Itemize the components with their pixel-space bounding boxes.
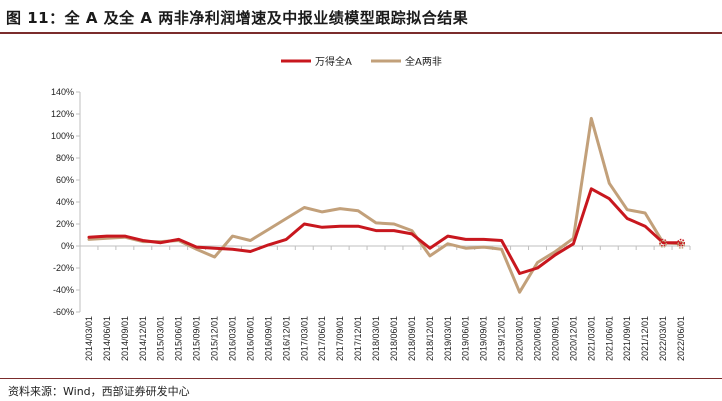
line-chart: 万得全A 全A两非 -60% -40% -20% 0% 20% 40% 60% 80% 100% 1… (51, 55, 691, 361)
title-divider (0, 32, 722, 34)
x-tick-label: 2018/06/01 (389, 316, 399, 361)
y-tick-label: 120% (51, 109, 74, 119)
x-tick-label: 2015/06/01 (174, 316, 184, 361)
y-tick-label: 140% (51, 87, 74, 97)
x-tick-label: 2019/09/01 (479, 316, 489, 361)
x-tick-label: 2020/03/01 (515, 316, 525, 361)
x-tick-label: 2018/03/01 (371, 316, 381, 361)
x-tick-label: 2016/09/01 (263, 316, 273, 361)
footer-divider (0, 378, 722, 379)
x-tick-label: 2020/12/01 (568, 316, 578, 361)
x-tick-label: 2015/09/01 (192, 316, 202, 361)
x-tick-label: 2016/06/01 (245, 316, 255, 361)
x-tick-label: 2018/09/01 (407, 316, 417, 361)
source-note: 资料来源：Wind，西部证券研发中心 (8, 385, 190, 398)
x-tick-label: 2014/12/01 (138, 316, 148, 361)
y-tick-label: 80% (56, 153, 74, 163)
title-bar: 图 11：全 A 及全 A 两非净利润增速及中报业绩模型跟踪拟合结果 (0, 0, 722, 32)
x-tick-label: 2021/03/01 (586, 316, 596, 361)
x-tick-label: 2014/06/01 (102, 316, 112, 361)
x-tick-label: 2019/06/01 (461, 316, 471, 361)
y-tick-label: 40% (56, 197, 74, 207)
x-tick-label: 2017/03/01 (299, 316, 309, 361)
x-tick-label: 2020/09/01 (550, 316, 560, 361)
x-tick-label: 2022/06/01 (676, 316, 686, 361)
x-tick-label: 2021/09/01 (622, 316, 632, 361)
y-tick-label: 0% (61, 241, 74, 251)
series-line-1 (87, 187, 683, 275)
x-tick-label: 2017/09/01 (335, 316, 345, 361)
y-tick-label: 20% (56, 219, 74, 229)
x-tick-label: 2020/06/01 (533, 316, 543, 361)
y-tick-label: -20% (53, 263, 74, 273)
x-tick-label: 2015/12/01 (210, 316, 220, 361)
legend-label-2: 全A两非 (405, 55, 442, 68)
series-line-2 (87, 116, 683, 294)
x-tick-label: 2019/03/01 (443, 316, 453, 361)
x-tick-label: 2017/06/01 (317, 316, 327, 361)
x-tick-label: 2014/09/01 (120, 316, 130, 361)
forecast-marker-1 (659, 238, 668, 247)
y-tick-label: -40% (53, 285, 74, 295)
chart-legend: 万得全A 全A两非 (281, 55, 442, 68)
y-axis: -60% -40% -20% 0% 20% 40% 60% 80% 100% 120% 140% (51, 87, 81, 317)
x-axis: 2014/03/01 2014/06/01 2014/09/01 2014/12/01… (79, 245, 691, 361)
x-tick-label: 2017/12/01 (353, 316, 363, 361)
plot-area (87, 116, 686, 294)
x-tick-label: 2014/03/01 (84, 316, 94, 361)
x-tick-label: 2016/12/01 (281, 316, 291, 361)
y-tick-label: -60% (53, 307, 74, 317)
forecast-marker-2 (659, 239, 668, 248)
x-tick-label: 2021/06/01 (604, 316, 614, 361)
x-tick-label: 2019/12/01 (497, 316, 507, 361)
x-tick-label: 2016/03/01 (228, 316, 238, 361)
x-tick-label: 2021/12/01 (640, 316, 650, 361)
y-tick-label: 100% (51, 131, 74, 141)
x-tick-label: 2022/03/01 (658, 316, 668, 361)
forecast-marker-2 (677, 240, 686, 249)
legend-label-1: 万得全A (315, 55, 352, 68)
x-tick-label: 2018/12/01 (425, 316, 435, 361)
x-tick-label: 2015/03/01 (156, 316, 166, 361)
y-tick-label: 60% (56, 175, 74, 185)
page-title: 图 11：全 A 及全 A 两非净利润增速及中报业绩模型跟踪拟合结果 (6, 9, 469, 27)
